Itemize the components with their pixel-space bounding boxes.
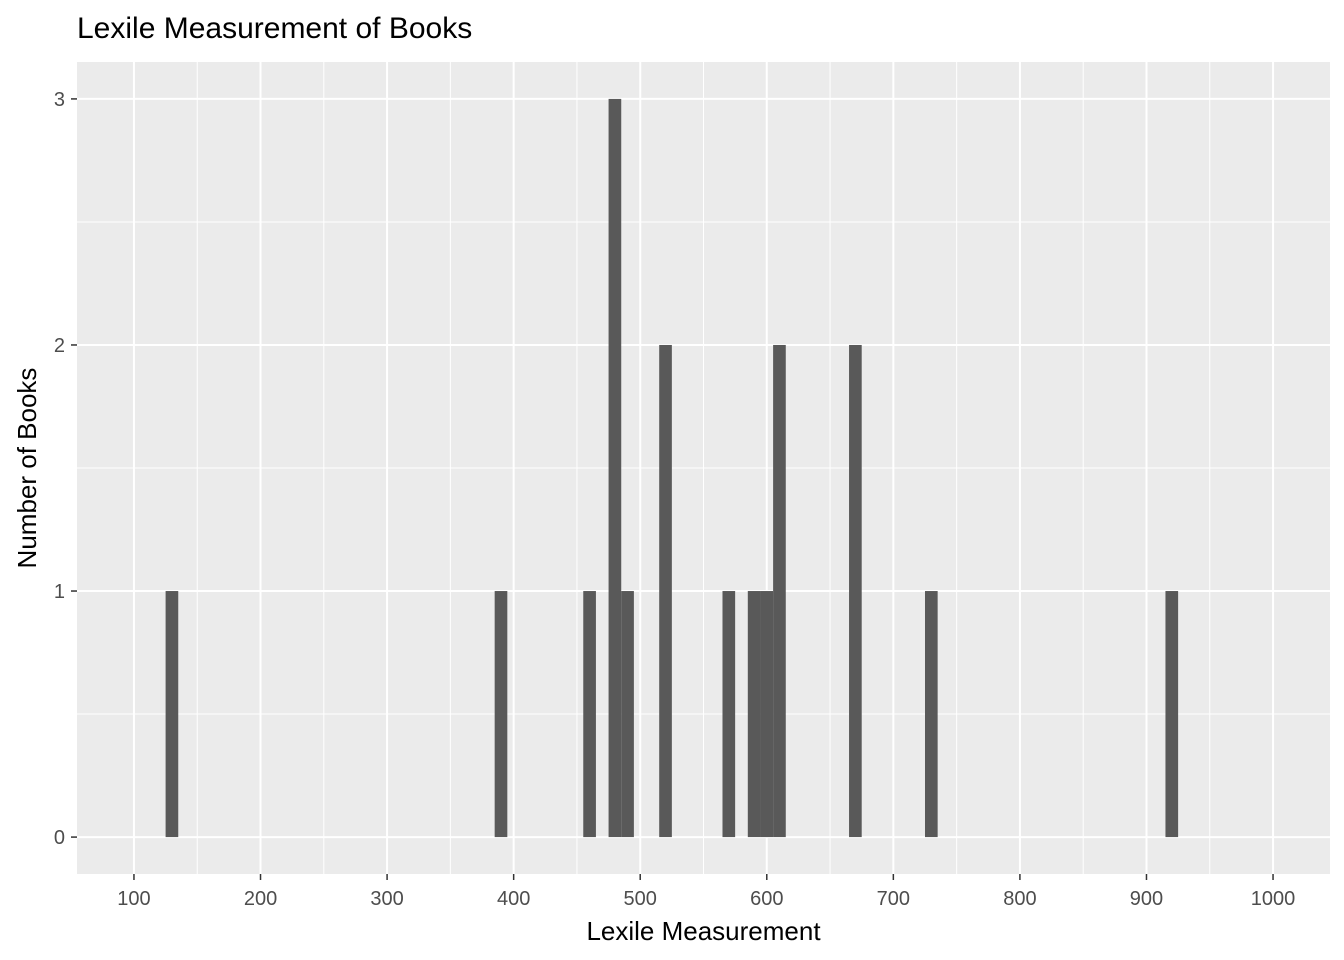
x-tick-label: 700 [877,888,910,910]
y-tick-label: 1 [54,581,65,603]
bar [773,344,786,838]
bar [747,591,761,838]
chart-title: Lexile Measurement of Books [77,12,473,45]
x-tick-label: 100 [117,888,150,910]
bar [165,591,179,838]
x-axis: 100 200 300 400 500 600 700 800 900 1000 [117,874,1295,910]
major-gridlines [77,62,1330,874]
bar [583,591,596,838]
x-tick-label: 300 [370,888,403,910]
bar [608,98,622,838]
bar [722,591,736,838]
x-tick-label: 500 [624,888,657,910]
minor-gridlines [77,62,1330,874]
y-tick-label: 2 [54,335,65,357]
bar [1165,591,1179,838]
bar [924,591,938,838]
x-tick-label: 800 [1003,888,1036,910]
bar [849,344,862,838]
x-tick-label: 1000 [1251,888,1296,910]
x-tick-label: 400 [497,888,530,910]
y-tick-label: 3 [54,89,65,111]
bars [165,98,1179,838]
x-tick-label: 900 [1130,888,1163,910]
x-axis-title: Lexile Measurement [586,916,821,946]
bar [494,591,508,838]
x-tick-label: 600 [750,888,783,910]
y-tick-label: 0 [54,827,65,849]
bar [621,591,634,838]
y-axis-title: Number of Books [12,368,42,569]
x-tick-label: 200 [244,888,277,910]
bar [659,344,672,838]
y-axis: 0 1 2 3 [54,89,77,849]
bar [760,591,774,838]
